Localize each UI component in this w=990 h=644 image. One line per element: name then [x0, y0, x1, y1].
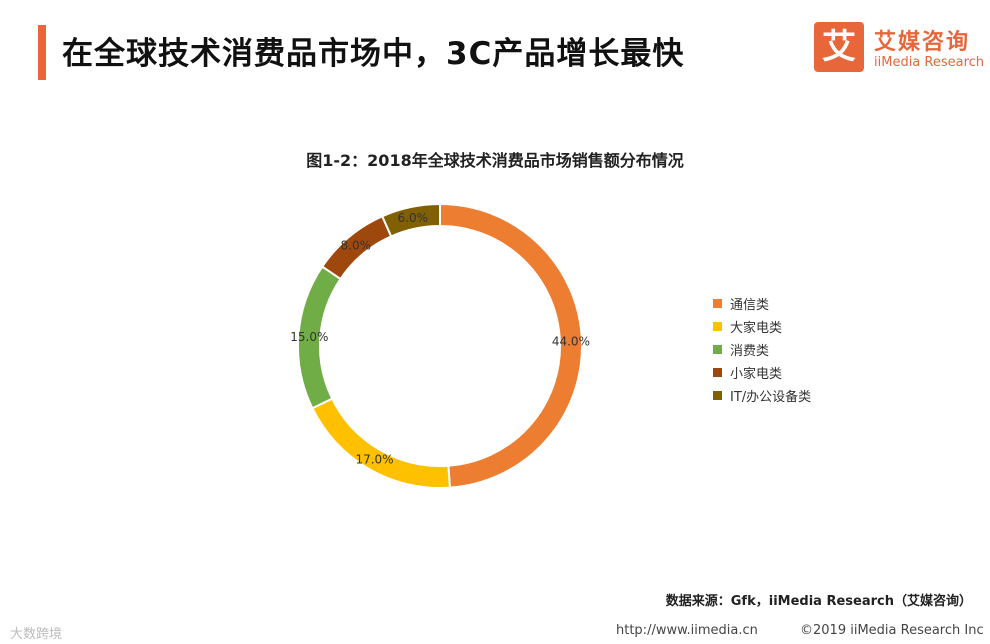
- slice-data-label-1: 17.0%: [355, 452, 393, 466]
- page-title: 在全球技术消费品市场中，3C产品增长最快: [62, 36, 685, 72]
- legend-label: 小家电类: [730, 367, 783, 382]
- logo-icon: 艾: [814, 22, 864, 72]
- brand-logo: 艾 艾媒咨询 iiMedia Research: [814, 22, 984, 78]
- slice-data-label-0: 44.0%: [552, 334, 590, 348]
- legend-item-1: 大家电类: [713, 315, 811, 338]
- slice-data-label-4: 6.0%: [398, 211, 429, 225]
- chart-title: 图1-2：2018年全球技术消费品市场销售额分布情况: [306, 151, 684, 170]
- data-source: 数据来源：Gfk，iiMedia Research（艾媒咨询）: [665, 594, 972, 609]
- donut-slice-1: [311, 397, 451, 489]
- donut-slice-4: [380, 202, 441, 238]
- legend-item-0: 通信类: [713, 292, 811, 315]
- copyright-text: ©2019 iiMedia Research Inc: [800, 623, 984, 638]
- legend-swatch: [713, 299, 722, 308]
- legend-label: 通信类: [730, 298, 770, 313]
- slice-data-label-2: 15.0%: [290, 330, 328, 344]
- legend-item-2: 消费类: [713, 338, 811, 361]
- legend-swatch: [713, 368, 722, 377]
- slice-data-label-3: 8.0%: [341, 239, 372, 253]
- legend-swatch: [713, 391, 722, 400]
- legend-item-4: IT/办公设备类: [713, 384, 811, 407]
- header-accent-bar: [38, 25, 46, 80]
- legend-label: 大家电类: [730, 321, 783, 336]
- watermark-text: 大数跨境: [10, 627, 63, 642]
- logo-name-cn: 艾媒咨询: [874, 30, 971, 55]
- legend-label: IT/办公设备类: [730, 390, 812, 405]
- legend-label: 消费类: [730, 344, 770, 359]
- legend-item-3: 小家电类: [713, 361, 811, 384]
- footer: 大数跨境 http://www.iimedia.cn ©2019 iiMedia…: [0, 620, 990, 644]
- website-link[interactable]: http://www.iimedia.cn: [616, 623, 758, 638]
- chart-legend: 通信类大家电类消费类小家电类 IT/办公设备类: [713, 292, 811, 407]
- legend-swatch: [713, 345, 722, 354]
- legend-swatch: [713, 322, 722, 331]
- logo-name-en: iiMedia Research: [874, 55, 985, 70]
